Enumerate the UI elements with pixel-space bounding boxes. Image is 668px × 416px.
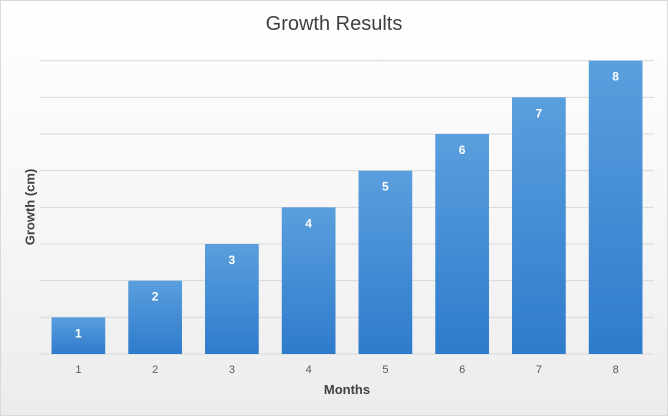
x-tick-label-8: 8: [613, 364, 619, 376]
data-label-4: 4: [305, 216, 312, 230]
data-label-3: 3: [229, 253, 236, 267]
bar-3: [205, 244, 259, 354]
data-label-2: 2: [152, 290, 159, 304]
x-tick-label-3: 3: [229, 364, 235, 376]
bar-4: [281, 207, 336, 354]
data-labels: 1 2 3 4 5 6 7 8: [75, 70, 619, 341]
x-tick-label-2: 2: [152, 364, 158, 376]
bar-6: [435, 134, 489, 354]
data-label-5: 5: [382, 180, 389, 194]
bar-7: [512, 97, 566, 354]
bar-2: [128, 280, 182, 354]
bar-1: [51, 317, 106, 354]
x-tick-label-6: 6: [459, 364, 465, 376]
bar-8: [588, 60, 643, 355]
x-tick-label-1: 1: [75, 364, 81, 376]
x-tick-labels: 1 2 3 4 5 6 7 8: [75, 364, 618, 376]
data-label-6: 6: [459, 143, 466, 157]
x-tick-label-4: 4: [306, 364, 312, 376]
x-axis-label: Months: [323, 382, 371, 397]
chart-title: Growth Results: [265, 13, 403, 35]
bars: [51, 60, 643, 355]
bar-5: [358, 170, 413, 354]
x-tick-label-5: 5: [382, 364, 388, 376]
data-label-8: 8: [612, 70, 619, 84]
x-tick-label-7: 7: [536, 364, 542, 376]
data-label-1: 1: [75, 326, 82, 340]
data-label-7: 7: [536, 106, 543, 120]
